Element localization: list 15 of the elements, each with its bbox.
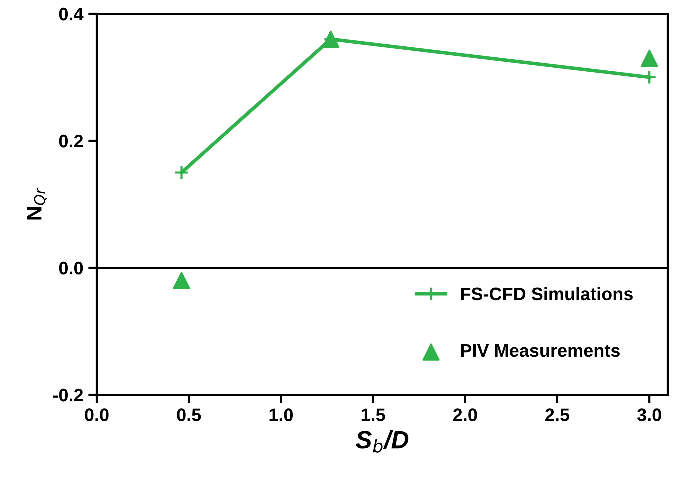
legend-label: FS-CFD Simulations: [461, 287, 633, 301]
x-tick-label: 1.5: [362, 408, 386, 422]
x-tick-label: 0.0: [85, 408, 109, 422]
x-tick-label: 3.0: [637, 408, 662, 422]
y-axis-title: N$_{Qr}$: [27, 188, 47, 220]
x-tick-label: 0.5: [177, 408, 202, 422]
legend-label: PIV Measurements: [461, 344, 620, 358]
x-axis-title: S$_{b}$/D: [356, 430, 409, 453]
x-tick-label: 2.5: [546, 408, 570, 422]
y-tick-label: 0.2: [59, 134, 84, 148]
y-tick-label: 0.0: [59, 262, 84, 275]
y-tick-label: 0.4: [59, 8, 84, 21]
x-tick-label: 2.0: [453, 408, 478, 422]
y-tick-label: -0.2: [53, 388, 84, 402]
x-tick-label: 1.0: [270, 408, 294, 422]
